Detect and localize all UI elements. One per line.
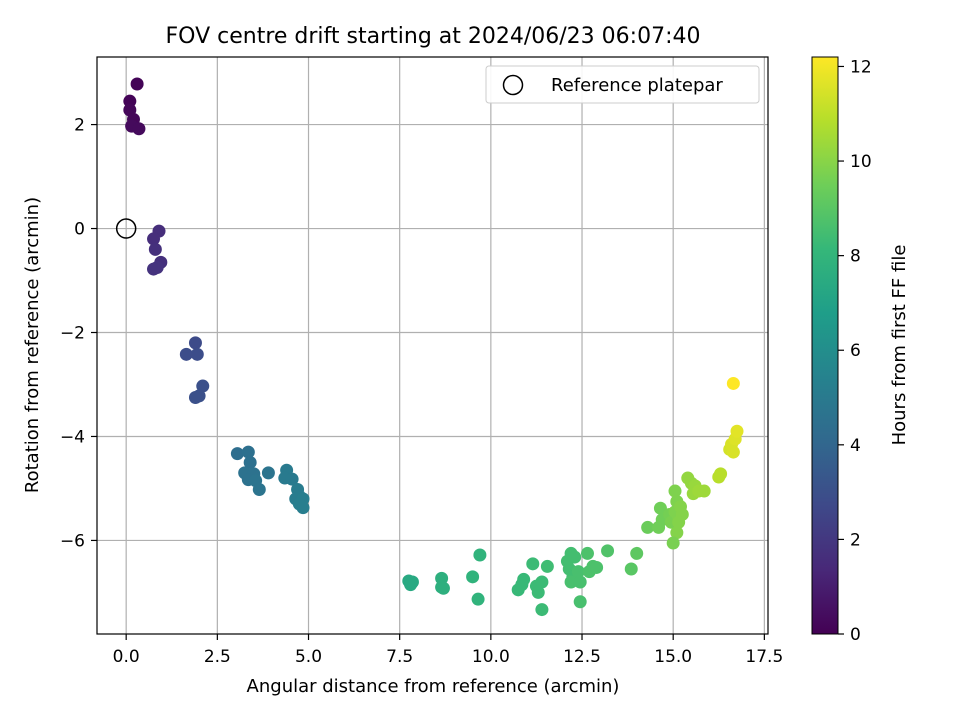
scatter-point [668, 484, 682, 498]
x-tick-label: 15.0 [654, 647, 692, 667]
scatter-point [653, 501, 667, 515]
scatter-point [147, 262, 161, 276]
scatter-point [590, 560, 604, 574]
colorbar-tick-label: 2 [850, 530, 861, 550]
scatter-point [473, 548, 487, 562]
x-tick-label: 12.5 [563, 647, 601, 667]
scatter-point [712, 470, 726, 484]
scatter-point [471, 592, 485, 606]
legend: Reference platepar [485, 65, 760, 104]
scatter-point [148, 242, 162, 256]
scatter-point [726, 376, 740, 390]
scatter-point [190, 347, 204, 361]
scatter-point [196, 379, 210, 393]
colorbar-tick-label: 8 [850, 247, 861, 267]
scatter-point [436, 581, 450, 595]
scatter-point [531, 585, 545, 599]
y-tick-label: −4 [60, 427, 85, 447]
colorbar-tick-label: 0 [850, 625, 861, 645]
chart-title: FOV centre drift starting at 2024/06/23 … [166, 24, 701, 49]
y-axis-label: Rotation from reference (arcmin) [22, 197, 43, 493]
scatter-point [666, 536, 680, 550]
colorbar-gradient [811, 56, 839, 635]
scatter-point [285, 472, 299, 486]
scatter-point [730, 424, 744, 438]
x-tick-label: 17.5 [745, 647, 783, 667]
y-tick-label: −6 [60, 531, 85, 551]
y-tick-label: 0 [74, 220, 85, 240]
scatter-point [188, 390, 202, 404]
scatter-point [726, 445, 740, 459]
x-axis-label: Angular distance from reference (arcmin) [247, 676, 620, 697]
scatter-point [404, 578, 418, 592]
scatter-point [670, 526, 684, 540]
scatter-point [624, 562, 638, 576]
colorbar-tick-label: 12 [850, 57, 872, 77]
scatter-point [188, 336, 202, 350]
y-tick-label: 2 [74, 116, 85, 136]
scatter-point [466, 570, 480, 584]
grid-lines [97, 57, 768, 634]
colorbar-tick-label: 10 [850, 152, 872, 172]
scatter-point [241, 445, 255, 459]
scatter-point [540, 559, 554, 573]
colorbar: 0 2 4 6 8 10 12 Hours from first FF file [811, 56, 910, 645]
scatter-point [515, 578, 529, 592]
colorbar-ticks: 0 2 4 6 8 10 12 [838, 57, 872, 645]
scatter-point [230, 447, 244, 461]
scatter-point [535, 575, 549, 589]
x-tick-label: 10.0 [472, 647, 510, 667]
colorbar-tick-label: 6 [850, 341, 861, 361]
scatter-point [130, 77, 144, 91]
legend-box [485, 65, 760, 104]
x-tick-label: 7.5 [386, 647, 413, 667]
legend-reference-marker-icon [502, 74, 524, 96]
legend-entry-reference-platepar: Reference platepar [551, 75, 723, 96]
data-points [123, 77, 744, 617]
scatter-point [580, 546, 594, 560]
x-tick-label: 0.0 [113, 647, 140, 667]
scatter-point [672, 515, 686, 529]
scatter-point [564, 575, 578, 589]
scatter-point [568, 550, 582, 564]
scatter-point [573, 575, 587, 589]
x-tick-label: 2.5 [204, 647, 231, 667]
scatter-point [641, 520, 655, 534]
scatter-point [296, 501, 310, 515]
y-tick-label: −2 [60, 324, 85, 344]
scatter-point [630, 546, 644, 560]
scatter-point [252, 482, 266, 496]
reference-platepar-point [115, 218, 137, 239]
scatter-point [573, 595, 587, 609]
scatter-point [697, 484, 711, 498]
scatter-point [132, 122, 146, 136]
scatter-point [179, 347, 193, 361]
scatter-point [243, 455, 257, 469]
x-axis-ticks: 0.0 2.5 5.0 7.5 10.0 12.5 15.0 17.5 [113, 634, 783, 667]
reference-marker [115, 218, 137, 239]
scatter-point [261, 466, 275, 480]
scatter-point [526, 557, 540, 571]
scatter-point [571, 565, 585, 579]
y-axis-ticks: 2 0 −2 −4 −6 [60, 116, 97, 551]
plot-frame [96, 56, 769, 635]
colorbar-tick-label: 4 [850, 436, 861, 456]
colorbar-label: Hours from first FF file [889, 245, 910, 446]
scatter-point [535, 603, 549, 617]
scatter-point [601, 544, 615, 558]
x-tick-label: 5.0 [295, 647, 322, 667]
scatter-point [147, 232, 161, 246]
